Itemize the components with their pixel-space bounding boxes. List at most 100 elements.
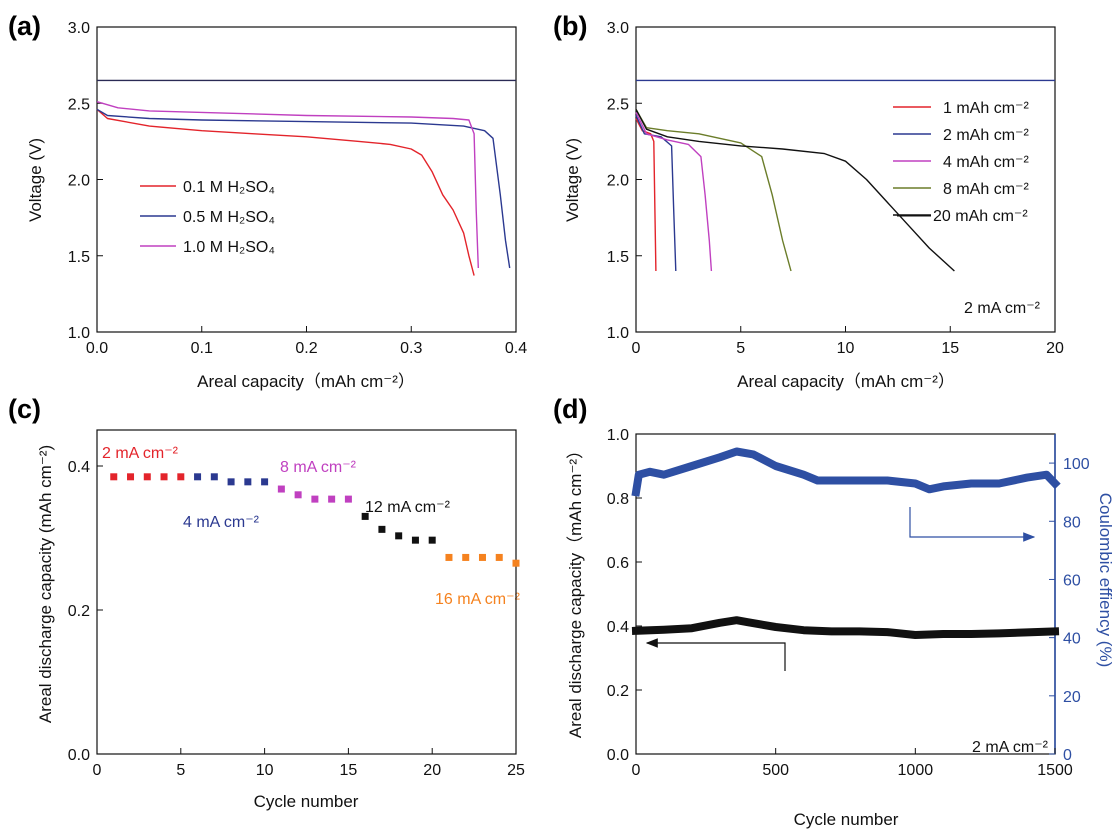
panel-c-ytick-label-2: 0.4 <box>68 459 90 476</box>
panel-c-label-12mA: 12 mA cm⁻² <box>365 499 451 516</box>
panel-b-series-line-1 <box>635 115 677 272</box>
panel-c-point-0-4 <box>177 473 185 481</box>
legend-label-b-4: 20 mAh cm⁻² <box>933 208 1028 225</box>
panel-c-point-3-1 <box>378 525 386 533</box>
panel-c-xlabel: Cycle number <box>254 792 359 811</box>
panel-d-xtick-label-0: 0 <box>632 762 641 779</box>
panel-d-ytick-label-3: 0.6 <box>607 555 629 572</box>
panel-c-xtick-label-4: 20 <box>423 762 441 779</box>
panel-a-ytick-label-3: 2.5 <box>68 96 90 113</box>
panel-a-xlabel: Areal capacity（mAh cm⁻²） <box>197 372 415 391</box>
legend-label-a-1: 0.5 M H₂SO₄ <box>183 209 275 226</box>
panel-a-label: (a) <box>8 11 41 41</box>
panel-d-label: (d) <box>553 394 587 424</box>
legend-label-b-2: 4 mAh cm⁻² <box>943 154 1029 171</box>
panel-d-ylabel: Areal discharge capacity（mAh cm⁻²） <box>566 442 585 738</box>
panel-c-ylabel: Areal discharge capacity (mAh cm⁻²) <box>36 445 55 723</box>
panel-b-series-line-4 <box>635 108 955 272</box>
panel-a-ytick-label-1: 1.5 <box>68 249 90 266</box>
panel-b: (b) Areal capacity（mAh cm⁻²） Voltage (V)… <box>553 11 1041 391</box>
panel-c-point-0-3 <box>160 473 168 481</box>
panel-b-xlabel: Areal capacity（mAh cm⁻²） <box>737 372 955 391</box>
panel-a: (a) Areal capacity（mAh cm⁻²） Voltage (V)… <box>8 11 415 391</box>
panel-b-xtick-label-3: 15 <box>941 340 959 357</box>
panel-c-point-2-0 <box>277 485 285 493</box>
panel-a-legend: 0.1 M H₂SO₄ 0.5 M H₂SO₄ 1.0 M H₂SO₄ <box>140 179 275 256</box>
panel-b-ytick-label-0: 1.0 <box>607 325 629 342</box>
panel-d-xtick-label-3: 1500 <box>1037 762 1073 779</box>
panel-c-point-3-0 <box>361 512 369 520</box>
legend-label-a-2: 1.0 M H₂SO₄ <box>183 239 275 256</box>
panel-a-xtick-label-0: 0.0 <box>86 340 108 357</box>
panel-b-ytick-label-3: 2.5 <box>607 96 629 113</box>
legend-label-b-1: 2 mAh cm⁻² <box>943 127 1029 144</box>
panel-c-point-1-4 <box>261 478 269 486</box>
panel-b-ytick-label-4: 3.0 <box>607 20 629 37</box>
panel-d-series-band-0 <box>631 616 1060 639</box>
panel-b-series-line-2 <box>635 112 713 272</box>
panel-a-ytick-label-2: 2.0 <box>68 173 90 190</box>
panel-c-point-1-1 <box>210 473 218 481</box>
panel-c-label-8mA: 8 mA cm⁻² <box>280 459 357 476</box>
panel-c-point-3-3 <box>411 536 419 544</box>
legend-label-b-3: 8 mAh cm⁻² <box>943 181 1029 198</box>
panel-c-point-0-2 <box>143 473 151 481</box>
panel-b-xtick-label-1: 5 <box>736 340 745 357</box>
panel-c-point-4-0 <box>445 553 453 561</box>
panel-b-ytick-label-2: 2.0 <box>607 173 629 190</box>
panel-b-series-line-0 <box>635 118 657 272</box>
panel-c-label-16mA: 16 mA cm⁻² <box>435 591 521 608</box>
panel-b-xtick-label-0: 0 <box>632 340 641 357</box>
panel-c-point-4-1 <box>462 553 470 561</box>
panel-c-label-2mA: 2 mA cm⁻² <box>102 445 179 462</box>
panel-d-ytick-label-0: 0.0 <box>607 747 629 764</box>
panel-c-point-2-3 <box>328 495 336 503</box>
panel-b-ylabel: Voltage (V) <box>563 138 582 222</box>
panel-b-label: (b) <box>553 11 587 41</box>
panel-c-point-4-3 <box>495 553 503 561</box>
panel-d-y2tick-label-2: 40 <box>1063 631 1081 648</box>
panel-c-point-0-0 <box>110 473 118 481</box>
panel-d-y2tick-label-1: 20 <box>1063 689 1081 706</box>
panel-c-point-3-2 <box>395 532 403 540</box>
panel-b-plot-frame <box>635 26 1056 333</box>
legend-label-b-0: 1 mAh cm⁻² <box>943 100 1029 117</box>
panel-a-ytick-label-4: 3.0 <box>68 20 90 37</box>
panel-d-xtick-label-1: 500 <box>762 762 789 779</box>
panel-c-plot-frame <box>96 429 517 755</box>
panel-d: (d) Cycle number Areal discharge capacit… <box>553 394 1115 829</box>
panel-b-legend: 1 mAh cm⁻² 2 mAh cm⁻² 4 mAh cm⁻² 8 mAh c… <box>893 100 1029 225</box>
panel-c-label: (c) <box>8 394 41 424</box>
panel-b-ytick-label-1: 1.5 <box>607 249 629 266</box>
panel-a-series-line-2 <box>96 101 479 269</box>
panel-d-y2tick-label-0: 0 <box>1063 747 1072 764</box>
panel-d-ytick-label-4: 0.8 <box>607 491 629 508</box>
panel-a-series-line-0 <box>96 108 475 276</box>
panel-b-xtick-label-4: 20 <box>1046 340 1064 357</box>
efficiency-axis-arrow <box>909 507 1036 542</box>
panel-d-xlabel: Cycle number <box>794 810 899 829</box>
legend-label-a-0: 0.1 M H₂SO₄ <box>183 179 275 196</box>
panel-a-xtick-label-3: 0.3 <box>400 340 422 357</box>
panel-d-y2tick-label-5: 100 <box>1063 456 1090 473</box>
panel-a-ylabel: Voltage (V) <box>26 138 45 222</box>
panel-c-point-2-2 <box>311 495 319 503</box>
capacity-axis-arrow <box>645 638 786 671</box>
panel-b-annotation: 2 mA cm⁻² <box>964 300 1041 317</box>
panel-c-xtick-label-1: 5 <box>176 762 185 779</box>
panel-c-point-4-4 <box>512 559 520 567</box>
panel-a-xtick-label-1: 0.1 <box>191 340 213 357</box>
panel-c-point-1-0 <box>194 473 202 481</box>
panel-c-point-1-2 <box>227 478 235 486</box>
panel-a-xtick-label-2: 0.2 <box>295 340 317 357</box>
panel-a-xtick-label-4: 0.4 <box>505 340 527 357</box>
panel-c-label-4mA: 4 mA cm⁻² <box>183 514 260 531</box>
panel-c: (c) Cycle number Areal discharge capacit… <box>8 394 521 811</box>
panel-c-xtick-label-3: 15 <box>340 762 358 779</box>
panel-d-y2tick-label-3: 60 <box>1063 572 1081 589</box>
panel-c-point-2-4 <box>344 495 352 503</box>
panel-c-point-2-1 <box>294 491 302 499</box>
panel-a-ytick-label-0: 1.0 <box>68 325 90 342</box>
panel-c-ytick-label-1: 0.2 <box>68 603 90 620</box>
panel-d-y2label: Coulombic effiency (%) <box>1096 493 1115 667</box>
